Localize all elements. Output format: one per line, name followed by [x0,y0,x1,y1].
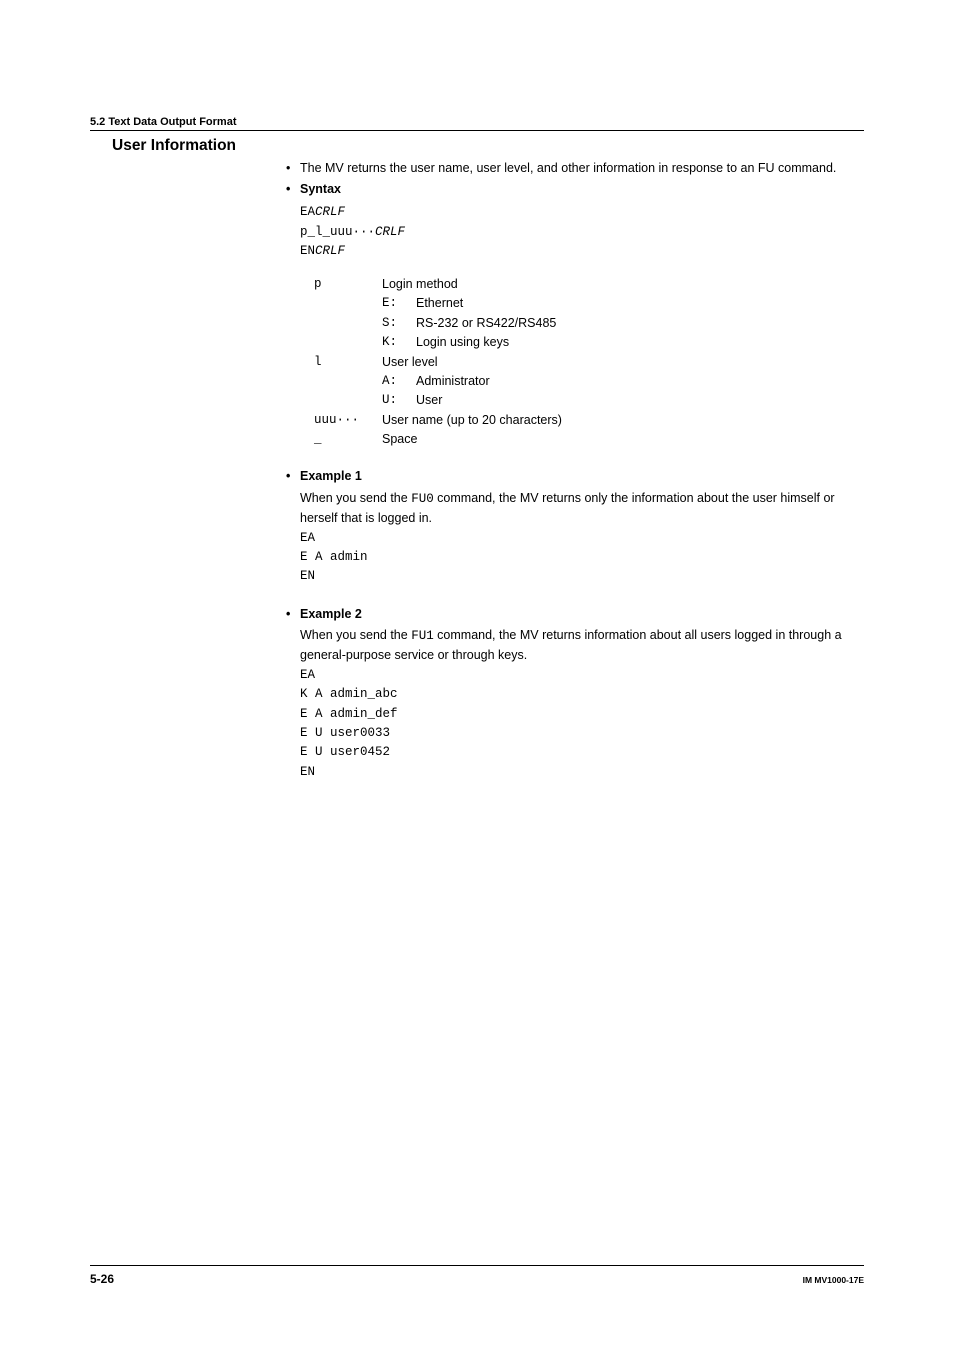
def-row-l: l User level [314,353,864,372]
def-subvalue: RS-232 or RS422/RS485 [416,314,556,333]
example2-output-line: EA [300,666,864,685]
def-value: Login method [382,275,864,294]
syntax-line-1: EACRLF [300,202,864,222]
def-subrow-K: K: Login using keys [382,333,864,352]
syntax-text: EA [300,205,315,219]
content-block: • The MV returns the user name, user lev… [286,159,864,782]
example1-text: When you send the FU0 command, the MV re… [300,489,864,529]
syntax-line-2: p_l_uuu···CRLF [300,222,864,242]
example1-cmd: FU0 [411,492,434,506]
example2-output-line: E U user0033 [300,724,864,743]
intro-text: The MV returns the user name, user level… [300,159,836,178]
def-subvalue: Ethernet [416,294,463,313]
example1-label: Example 1 [300,467,362,486]
example1-output-line: E A admin [300,548,864,567]
definitions-table: p Login method E: Ethernet S: RS-232 or … [314,275,864,449]
def-subkey: K: [382,333,416,352]
example2-output-line: E A admin_def [300,705,864,724]
example2-heading-line: • Example 2 [286,605,864,624]
def-row-p: p Login method [314,275,864,294]
def-subrow-E: E: Ethernet [382,294,864,313]
bullet-icon: • [286,467,300,486]
def-value: User level [382,353,864,372]
def-value: User name (up to 20 characters) [382,411,864,430]
syntax-line-3: ENCRLF [300,241,864,261]
def-subrow-A: A: Administrator [382,372,864,391]
def-subkey: U: [382,391,416,410]
def-subkey: A: [382,372,416,391]
syntax-crlf: CRLF [315,205,345,219]
syntax-label: Syntax [300,180,341,199]
def-subrow-U: U: User [382,391,864,410]
document-id: IM MV1000-17E [803,1275,864,1285]
def-key: l [314,353,382,372]
def-key: uuu··· [314,411,382,430]
syntax-text: EN [300,244,315,258]
syntax-text: p_l_uuu··· [300,225,375,239]
example2-text: When you send the FU1 command, the MV re… [300,626,864,666]
example1-output-line: EN [300,567,864,586]
def-row-space: _ Space [314,430,864,449]
example2-output-line: EN [300,763,864,782]
bullet-icon: • [286,605,300,624]
syntax-crlf: CRLF [315,244,345,258]
intro-bullet-line: • The MV returns the user name, user lev… [286,159,864,178]
page-footer: 5-26 IM MV1000-17E [90,1265,864,1286]
def-subvalue: Login using keys [416,333,509,352]
example2-body: When you send the FU1 command, the MV re… [300,626,864,782]
syntax-block: EACRLF p_l_uuu···CRLF ENCRLF [300,202,864,261]
bullet-icon: • [286,180,300,199]
def-subvalue: User [416,391,442,410]
def-value: Space [382,430,864,449]
bullet-icon: • [286,159,300,178]
example2-cmd: FU1 [411,629,434,643]
example1-output-line: EA [300,529,864,548]
def-subvalue: Administrator [416,372,490,391]
syntax-crlf: CRLF [375,225,405,239]
def-subrow-S: S: RS-232 or RS422/RS485 [382,314,864,333]
def-key: p [314,275,382,294]
section-header-rule: 5.2 Text Data Output Format [90,116,864,131]
def-row-uuu: uuu··· User name (up to 20 characters) [314,411,864,430]
example1-text-a: When you send the [300,491,411,505]
heading-user-information: User Information [112,137,864,155]
def-subkey: E: [382,294,416,313]
syntax-heading-line: • Syntax [286,180,864,199]
section-header: 5.2 Text Data Output Format [90,116,864,128]
example2-output-line: K A admin_abc [300,685,864,704]
example2-label: Example 2 [300,605,362,624]
example2-output-line: E U user0452 [300,743,864,762]
example1-heading-line: • Example 1 [286,467,864,486]
example1-body: When you send the FU0 command, the MV re… [300,489,864,587]
example2-text-a: When you send the [300,628,411,642]
def-subkey: S: [382,314,416,333]
page-number: 5-26 [90,1272,114,1286]
def-key: _ [314,430,382,449]
